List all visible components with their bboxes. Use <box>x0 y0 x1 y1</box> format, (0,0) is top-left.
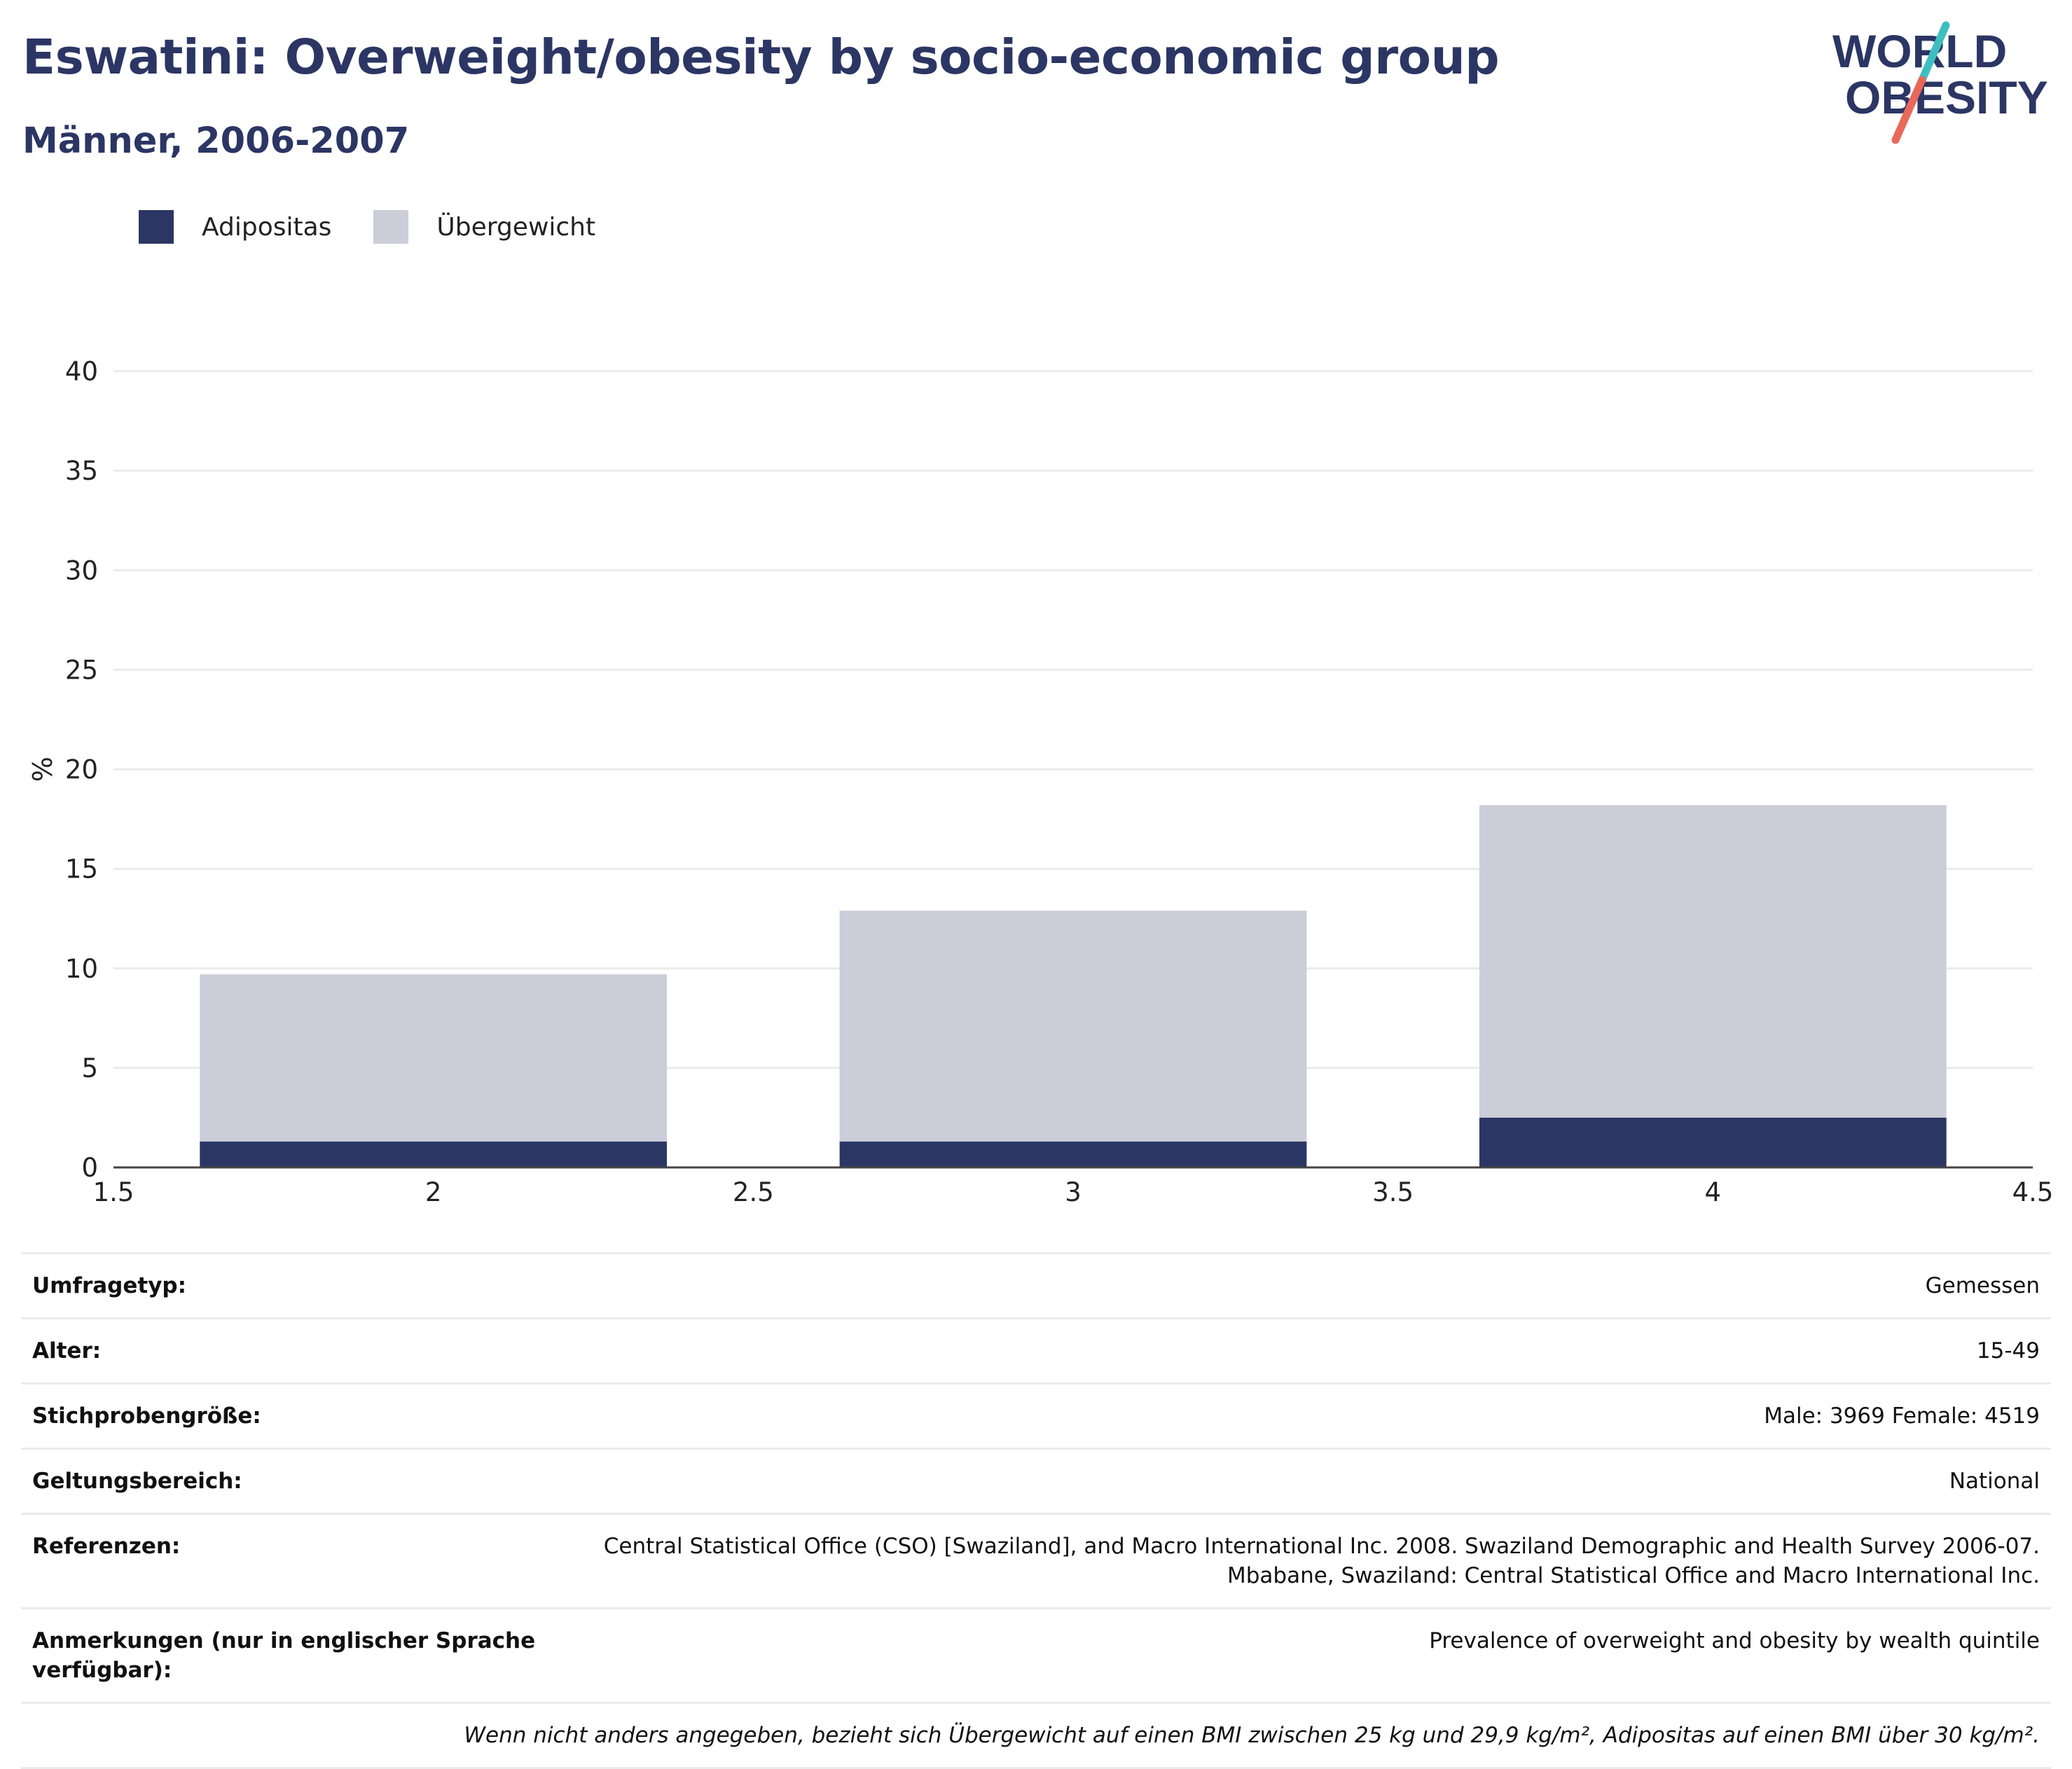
bar-adipositas <box>839 1142 1307 1167</box>
x-tick-label: 4.5 <box>2012 1177 2054 1207</box>
legend-label-uebergewicht: Übergewicht <box>436 212 596 242</box>
x-tick-label: 2.5 <box>733 1177 774 1207</box>
info-footnote-row: Wenn nicht anders angegeben, bezieht sic… <box>21 1702 2051 1769</box>
info-row: Stichprobengröße: Male: 3969 Female: 4519 <box>21 1382 2051 1448</box>
legend-item-adipositas[interactable]: Adipositas <box>139 210 331 244</box>
logo-slash-top <box>1918 21 1950 84</box>
y-tick-label: 15 <box>65 854 98 884</box>
info-label: Stichprobengröße: <box>32 1403 261 1429</box>
info-value: National <box>1949 1469 2040 1494</box>
bar-uebergewicht <box>839 910 1307 1142</box>
info-row: Geltungsbereich: National <box>21 1448 2051 1513</box>
info-row: Referenzen: Central Statistical Office (C… <box>21 1513 2051 1607</box>
info-label: Umfragetyp: <box>32 1273 186 1298</box>
x-tick-label: 3.5 <box>1372 1177 1414 1207</box>
logo-line-1: WORLD <box>1832 25 2007 77</box>
world-obesity-logo: WORLD OBESITY <box>1832 21 2048 144</box>
x-tick-label: 3 <box>1065 1177 1082 1207</box>
y-tick-label: 0 <box>81 1153 98 1183</box>
y-tick-label: 40 <box>65 356 98 387</box>
y-tick-label: 20 <box>65 755 98 785</box>
y-axis-title: % <box>27 756 58 782</box>
info-value: Gemessen <box>1925 1273 2040 1298</box>
bar-uebergewicht <box>1479 805 1947 1118</box>
stacked-bar-chart: 0 5 10 15 20 25 30 35 40 1.5 2 2.5 3 3.5 4 4.5% <box>27 356 2054 1207</box>
y-tick-label: 5 <box>81 1053 98 1083</box>
info-value: 15-49 <box>1976 1338 2040 1364</box>
y-tick-label: 10 <box>65 954 98 984</box>
legend-swatch-adipositas <box>139 210 174 244</box>
y-tick-label: 25 <box>65 655 98 685</box>
info-value: Prevalence of overweight and obesity by … <box>1429 1628 2040 1653</box>
info-row: Alter: 15-49 <box>21 1317 2051 1382</box>
chart-legend: Adipositas Übergewicht <box>139 207 637 247</box>
info-value: Central Statistical Office (CSO) [Swazil… <box>603 1534 2040 1588</box>
legend-item-uebergewicht[interactable]: Übergewicht <box>373 210 595 244</box>
bar-uebergewicht <box>200 974 668 1142</box>
legend-label-adipositas: Adipositas <box>202 212 332 242</box>
bmi-footnote: Wenn nicht anders angegeben, bezieht sic… <box>464 1723 2040 1748</box>
chart-title: Eswatini: Overweight/obesity by socio-ec… <box>22 29 1500 85</box>
x-tick-label: 2 <box>425 1177 442 1207</box>
info-label: Geltungsbereich: <box>32 1469 242 1494</box>
logo-slash-bottom <box>1891 76 1926 144</box>
y-tick-label: 30 <box>65 555 98 585</box>
legend-swatch-uebergewicht <box>373 210 409 244</box>
y-tick-label: 35 <box>65 456 98 486</box>
info-label: Alter: <box>32 1338 102 1364</box>
bar-adipositas <box>1479 1117 1947 1167</box>
info-label: Referenzen: <box>32 1534 181 1559</box>
x-tick-label: 1.5 <box>93 1177 134 1207</box>
survey-info-table: Umfragetyp: Gemessen Alter: 15-49 Stichprobe… <box>21 1252 2051 1769</box>
info-label: Anmerkungen (nur in englischer Sprache v… <box>32 1628 536 1683</box>
bar-adipositas <box>200 1142 668 1167</box>
info-value: Male: 3969 Female: 4519 <box>1764 1403 2040 1429</box>
x-tick-label: 4 <box>1705 1177 1722 1207</box>
chart-subtitle: Männer, 2006-2007 <box>22 120 410 162</box>
info-row: Anmerkungen (nur in englischer Sprache v… <box>21 1607 2051 1702</box>
info-row: Umfragetyp: Gemessen <box>21 1252 2051 1317</box>
logo-line-2: OBESITY <box>1845 71 2048 123</box>
